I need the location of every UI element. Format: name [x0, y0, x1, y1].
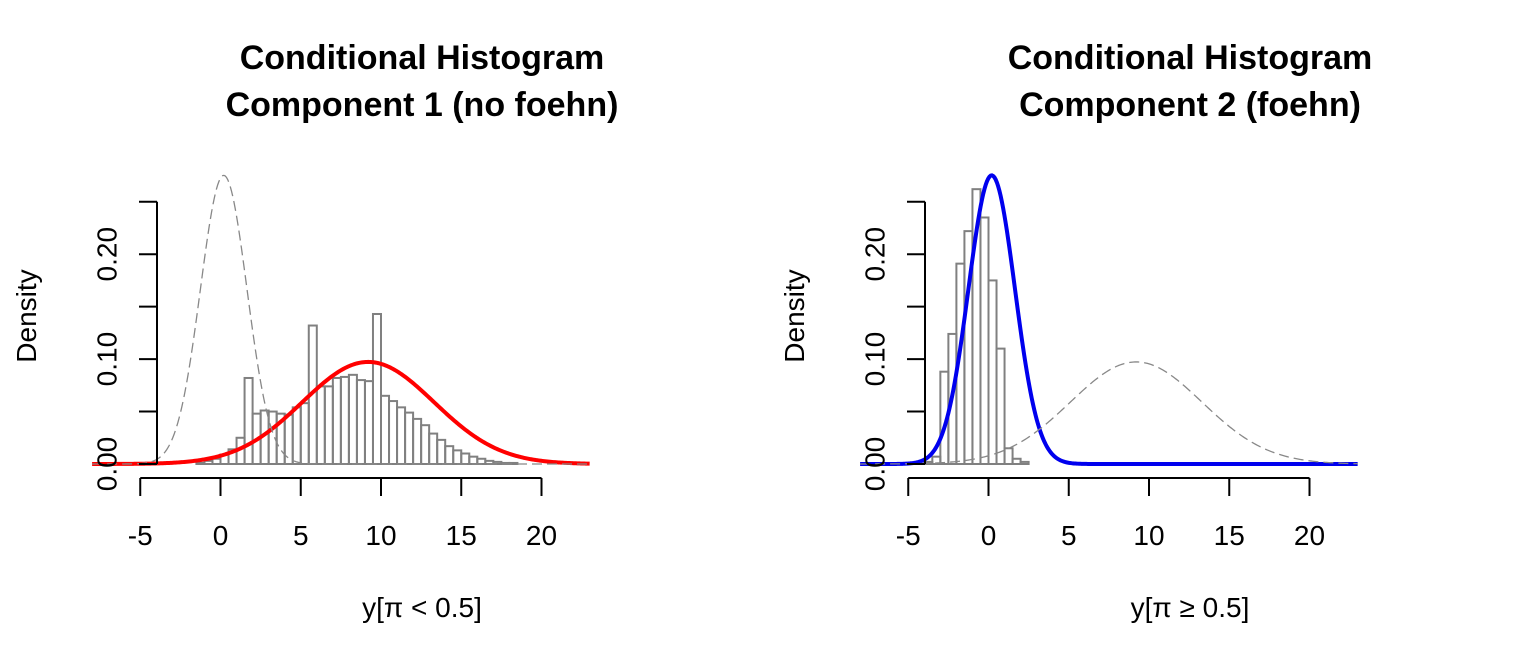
histogram-bar [323, 385, 334, 465]
x-tick-label: 5 [1061, 520, 1077, 551]
density-curve-other [860, 361, 1358, 465]
panel2-ylabel: Density [779, 269, 810, 362]
panel1-plot: -5 0 5 10 15 20 0.00 0.10 0.20 [92, 174, 590, 551]
histogram-bar [203, 459, 214, 465]
panel2-xlabel: y[π ≥ 0.5] [1131, 592, 1250, 623]
density-curve-main [860, 173, 1358, 466]
histogram-bar [412, 417, 423, 466]
histogram-bar [420, 424, 431, 466]
y-tick-label: 0.00 [860, 437, 891, 492]
histogram-bar [243, 376, 254, 465]
histogram-bar [460, 452, 471, 466]
histogram-bar [468, 455, 479, 466]
x-tick-label: 0 [981, 520, 997, 551]
x-tick-label: -5 [896, 520, 921, 551]
y-tick-label: 0.20 [860, 227, 891, 282]
histogram-bar [363, 380, 374, 465]
histogram-bar [299, 402, 310, 465]
histogram-bar [476, 457, 487, 466]
histogram-bar [195, 461, 206, 465]
x-tick-label: 0 [213, 520, 229, 551]
histogram-bar [380, 394, 391, 465]
histogram-bar [452, 449, 463, 466]
panel1-ylabel: Density [11, 269, 42, 362]
histogram-bar [347, 373, 358, 465]
y-tick-label: 0.10 [92, 332, 123, 387]
y-tick-label: 0.00 [92, 437, 123, 492]
histogram-bar [995, 347, 1006, 465]
x-tick-label: 5 [293, 520, 309, 551]
histogram-bar [987, 279, 998, 465]
histogram-bar [428, 432, 439, 466]
histogram-bar [388, 400, 399, 465]
panel2-plot: -5 0 5 10 15 20 0.00 0.10 0.20 [860, 173, 1358, 551]
x-tick-label: 15 [1214, 520, 1245, 551]
histogram-bar [331, 376, 342, 465]
histogram-bar [436, 438, 447, 465]
x-tick-label: 10 [365, 520, 396, 551]
x-tick-label: 20 [526, 520, 557, 551]
density-curve-other [92, 174, 590, 465]
histogram-bar [371, 312, 383, 466]
y-tick-label: 0.20 [92, 227, 123, 282]
histogram-bar [339, 375, 350, 466]
x-tick-label: 15 [446, 520, 477, 551]
histogram-bar [444, 445, 455, 465]
histogram-bar [1019, 460, 1030, 466]
histogram-bar [1003, 447, 1014, 466]
histogram-bar [1011, 457, 1022, 466]
panel2-title-line2: Component 2 (foehn) [1019, 86, 1361, 124]
histogram-bar [315, 385, 326, 465]
panel1-title-line2: Component 1 (no foehn) [226, 86, 619, 124]
histogram-bar [396, 406, 407, 466]
histogram-bar [267, 410, 278, 465]
panel1-title-line1: Conditional Histogram [240, 39, 605, 77]
panel2-title-line1: Conditional Histogram [1008, 39, 1373, 77]
panel1-xlabel: y[π < 0.5] [362, 592, 482, 623]
x-tick-label: 10 [1133, 520, 1164, 551]
x-tick-label: 20 [1294, 520, 1325, 551]
x-tick-label: -5 [128, 520, 153, 551]
y-tick-label: 0.10 [860, 332, 891, 387]
histogram-bar [291, 406, 302, 466]
histogram-bar [979, 216, 990, 465]
histogram-bar [404, 411, 415, 465]
histogram-bar [355, 379, 366, 465]
density-curve-main [92, 359, 590, 466]
